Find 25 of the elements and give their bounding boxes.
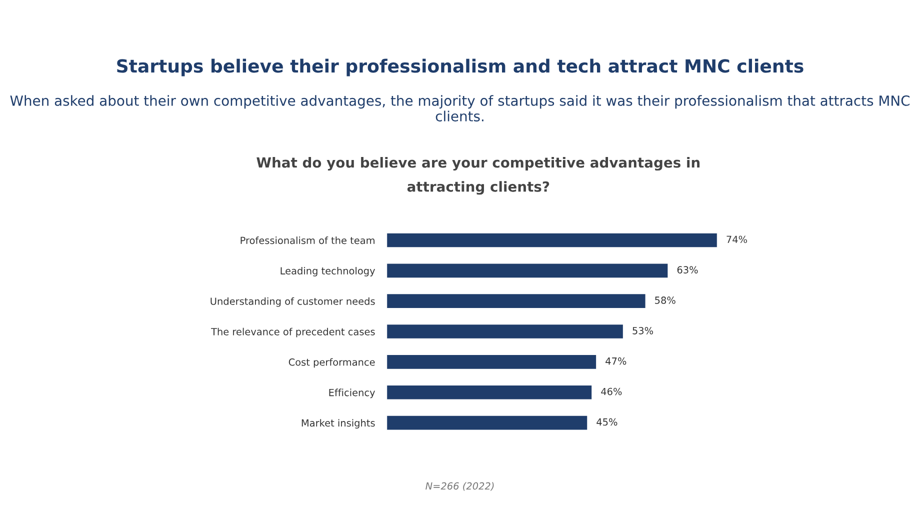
bar xyxy=(386,292,647,310)
y-tick-label: Cost performance xyxy=(288,358,375,368)
bar xyxy=(386,323,624,340)
data-label: 46% xyxy=(601,388,622,396)
bar xyxy=(386,354,598,370)
data-label: 63% xyxy=(677,266,698,274)
bar xyxy=(386,414,588,432)
data-label: 45% xyxy=(596,418,618,426)
chart-subtitle: When asked about their own competitive advantages, the majority of startups said it was their professionalism that attracts MNC clients. xyxy=(10,95,910,122)
y-tick-label: Market insights xyxy=(302,419,375,429)
x-axis-title: What do you believe are your competitive advantages in attracting clients? xyxy=(256,157,700,195)
data-label: 53% xyxy=(632,326,654,334)
bar xyxy=(386,384,593,401)
chart-title: Startups believe their professionalism and tech attract MNC clients xyxy=(117,58,804,76)
data-label: 58% xyxy=(655,296,676,304)
data-label: 74% xyxy=(726,236,748,244)
bar xyxy=(386,232,718,249)
y-tick-label: Leading technology xyxy=(280,266,375,276)
y-tick-label: Efficiency xyxy=(329,388,375,398)
data-label: 47% xyxy=(606,357,626,365)
y-tick-label: Understanding of customer needs xyxy=(210,297,375,307)
y-tick-label: The relevance of precedent cases xyxy=(211,328,375,338)
y-tick-label: Professionalism of the team xyxy=(240,236,374,244)
bar xyxy=(386,262,670,279)
text: N=266 (2022) xyxy=(426,482,494,491)
